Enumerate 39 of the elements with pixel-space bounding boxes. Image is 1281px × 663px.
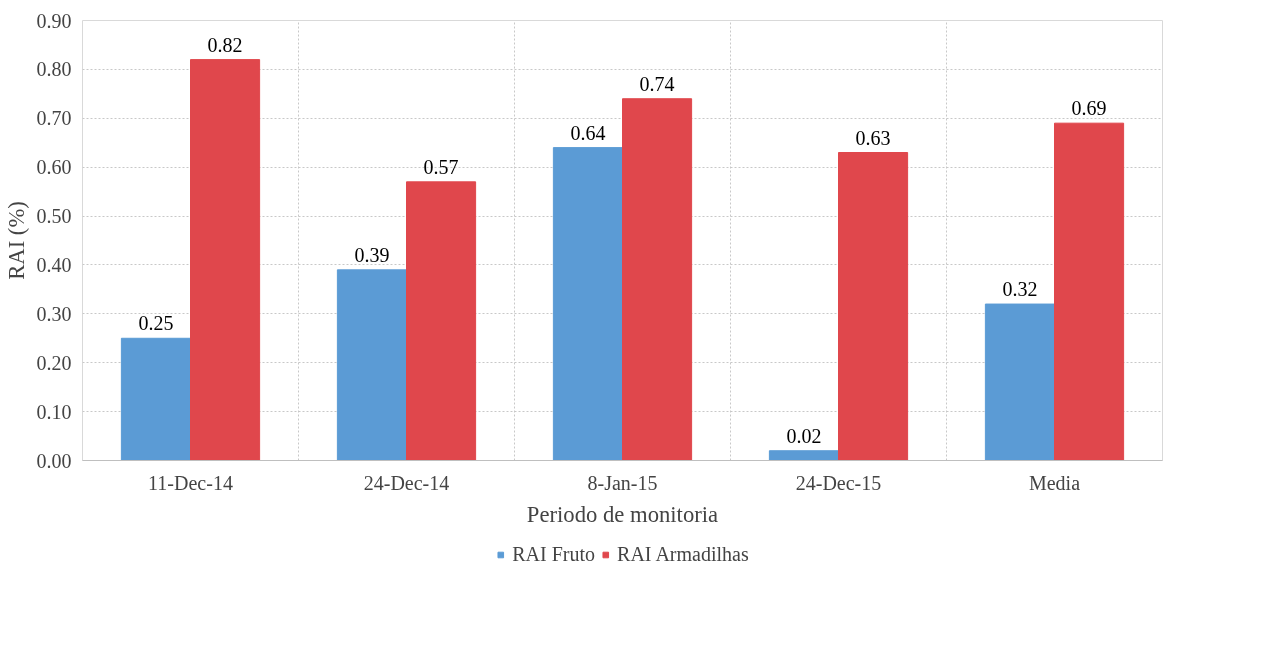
x-axis-title: Periodo de monitoria xyxy=(526,501,719,527)
y-tick-label: 0.40 xyxy=(36,253,72,276)
data-label: 0.64 xyxy=(570,121,606,144)
x-tick-label: 24-Dec-14 xyxy=(363,471,450,494)
bar xyxy=(120,337,191,461)
bar xyxy=(838,152,909,461)
data-label: 0.63 xyxy=(855,126,891,149)
x-tick-label: 11-Dec-14 xyxy=(148,471,233,494)
y-tick-label: 0.70 xyxy=(36,107,72,130)
bar xyxy=(984,303,1055,461)
bar xyxy=(622,98,693,461)
y-tick-label: 0.60 xyxy=(36,156,72,179)
y-tick-label: 0.50 xyxy=(36,205,72,228)
data-label: 0.57 xyxy=(423,155,459,178)
y-tick-label: 0.80 xyxy=(36,58,72,81)
y-tick-label: 0.10 xyxy=(36,400,72,423)
y-axis-title: RAI (%) xyxy=(3,201,29,280)
y-tick-label: 0.00 xyxy=(36,449,72,472)
x-tick-label: 8-Jan-15 xyxy=(587,471,658,494)
bar xyxy=(1054,122,1125,461)
bar xyxy=(768,450,839,461)
bar xyxy=(552,147,623,461)
data-label: 0.25 xyxy=(138,312,174,335)
legend-label: RAI Armadilhas xyxy=(617,542,749,566)
x-tick-label: 24-Dec-15 xyxy=(795,471,882,494)
bar xyxy=(190,59,261,461)
data-label: 0.74 xyxy=(639,72,675,95)
data-label: 0.39 xyxy=(354,243,390,266)
data-label: 0.02 xyxy=(786,424,822,447)
legend-label: RAI Fruto xyxy=(512,542,596,566)
data-label: 0.69 xyxy=(1071,97,1107,120)
y-tick-label: 0.20 xyxy=(36,351,72,374)
y-tick-label: 0.30 xyxy=(36,302,72,325)
data-label: 0.32 xyxy=(1002,278,1038,301)
data-label: 0.82 xyxy=(207,33,243,56)
bar xyxy=(406,181,477,461)
bar xyxy=(336,269,407,461)
y-tick-label: 0.90 xyxy=(36,9,72,32)
x-tick-label: Media xyxy=(1028,471,1081,494)
